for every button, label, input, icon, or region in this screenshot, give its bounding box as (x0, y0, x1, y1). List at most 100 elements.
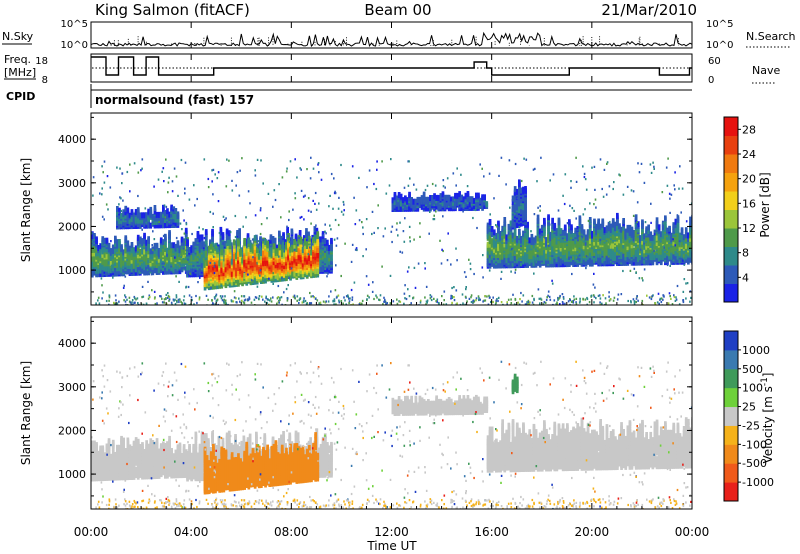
power-cell (406, 197, 409, 204)
power-cell (230, 265, 234, 272)
freq-label-line2: [MHz] (4, 66, 36, 79)
power-cell (283, 259, 286, 266)
power-cell (128, 249, 132, 256)
power-cell (255, 247, 259, 254)
power-cell (200, 243, 204, 250)
power-cell (116, 209, 119, 216)
power-cell (151, 251, 155, 258)
power-cell (657, 240, 661, 246)
power-cell (616, 212, 619, 219)
power-cell (130, 242, 134, 248)
power-cell (186, 238, 189, 245)
power-cell (326, 265, 329, 272)
power-cell (291, 253, 294, 260)
power-cell (157, 211, 161, 218)
power-cell (393, 192, 397, 198)
power-cell (420, 202, 424, 209)
power-cell (475, 192, 478, 199)
power-heatmap (91, 156, 692, 305)
power-cell (155, 211, 159, 218)
power-cell (170, 242, 173, 249)
power-cell (190, 267, 193, 274)
power-cell (116, 261, 119, 268)
power-cell (595, 251, 598, 258)
power-cell (595, 223, 598, 230)
power-cell (534, 242, 538, 249)
power-cell (295, 270, 299, 277)
power-cell (295, 249, 299, 256)
power-cell (111, 261, 115, 268)
power-cell (283, 271, 286, 278)
power-cell (319, 236, 323, 243)
power-cell (310, 254, 313, 261)
power-cell (591, 239, 594, 246)
power-cell (180, 236, 184, 243)
power-cell (437, 200, 441, 207)
power-cell (643, 247, 646, 254)
power-cell (120, 221, 123, 228)
power-cell (224, 280, 228, 287)
power-cell (247, 237, 251, 244)
power-cell (651, 248, 655, 255)
power-cell (274, 248, 278, 255)
power-cell (630, 238, 634, 245)
power-cell (497, 220, 500, 227)
power-cell (580, 260, 584, 267)
power-cell (124, 235, 128, 242)
power-cell (664, 222, 667, 229)
power-cell (232, 256, 236, 263)
power-cell (647, 247, 650, 254)
power-cell (323, 264, 327, 271)
power-cell (605, 255, 609, 261)
power-cell (655, 240, 659, 246)
power-cell (659, 257, 663, 264)
power-cell (659, 231, 663, 238)
power-cell (124, 212, 128, 219)
power-cell (399, 193, 403, 200)
power-cell (226, 247, 230, 253)
power-cell (157, 248, 161, 254)
power-cell (264, 239, 267, 246)
power-cell (611, 232, 615, 239)
power-cell (543, 247, 546, 254)
power-cell (120, 244, 123, 251)
power-cell (622, 235, 625, 242)
power-cell (266, 275, 269, 282)
power-cell (216, 269, 219, 276)
power-cell (237, 254, 240, 261)
power-cell (607, 221, 611, 228)
power-cell (227, 230, 231, 237)
freq-tick-low: 8 (42, 75, 48, 86)
power-cell (188, 247, 191, 253)
power-cell (593, 225, 596, 232)
power-cell (622, 218, 625, 224)
power-cell (649, 240, 653, 247)
power-cell (128, 266, 132, 273)
power-cell (584, 260, 588, 267)
power-cell (643, 233, 646, 240)
power-cell (659, 241, 663, 248)
freq-tick-high: 18 (35, 56, 48, 67)
power-cell (166, 211, 169, 218)
power-cell (118, 254, 121, 261)
power-cell (155, 265, 159, 272)
power-cell (472, 203, 476, 210)
power-cell (274, 272, 278, 279)
power-cell (636, 242, 640, 249)
power-cell (647, 235, 650, 241)
power-cell (570, 241, 573, 248)
power-cell (547, 228, 550, 235)
power-cell (111, 244, 115, 251)
power-cell (518, 228, 521, 235)
power-cell (266, 249, 269, 256)
power-cell (192, 241, 196, 248)
power-cell (528, 258, 532, 265)
power-cell (515, 235, 519, 242)
power-cell (397, 192, 401, 198)
power-cell (247, 262, 251, 268)
power-cell (328, 267, 331, 274)
power-cell (114, 240, 117, 247)
power-cell (497, 231, 500, 238)
power-cell (316, 259, 320, 266)
power-cell (303, 271, 307, 278)
